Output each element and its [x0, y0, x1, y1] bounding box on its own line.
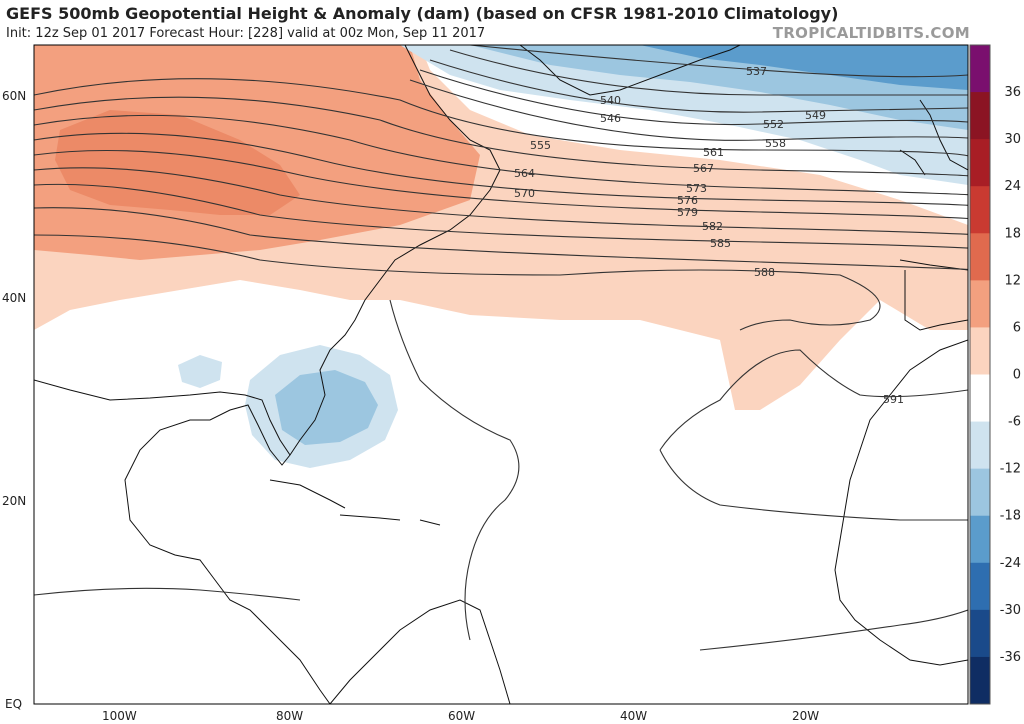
contour-label: 561 [703, 146, 724, 159]
lon-label: 60W [448, 709, 475, 723]
lat-label: 60N [2, 89, 26, 103]
lon-label: 100W [102, 709, 137, 723]
map-frame [33, 44, 969, 705]
lon-label: 20W [792, 709, 819, 723]
colorbar [969, 44, 991, 705]
contour-label: 549 [805, 109, 826, 122]
colorbar-swatch [970, 468, 990, 517]
contour-label: 588 [754, 266, 775, 279]
lat-label: 40N [2, 291, 26, 305]
colorbar-label: -36 [1000, 650, 1021, 665]
colorbar-frame [969, 44, 991, 705]
colorbar-label: 36 [1004, 85, 1021, 100]
contour-label: 591 [883, 393, 904, 406]
colorbar-swatch [970, 233, 990, 281]
latitude-labels: 60N 40N 20N EQ [2, 89, 26, 711]
colorbar-label: -30 [1000, 603, 1021, 618]
colorbar-label: -12 [1000, 462, 1021, 477]
colorbar-label: -18 [1000, 509, 1021, 524]
height-contours [34, 45, 968, 651]
contour-labels: 537 540 546 549 552 555 558 561 564 567 … [514, 65, 904, 406]
colorbar-swatch [970, 280, 990, 328]
contour-label: 540 [600, 94, 621, 107]
contour-label: 552 [763, 118, 784, 131]
brand-watermark: TROPICALTIDBITS.COM [772, 24, 970, 42]
colorbar-label: 18 [1004, 226, 1021, 241]
colorbar-swatch [970, 421, 990, 470]
colorbar-swatch [970, 562, 990, 611]
lat-label: 20N [2, 494, 26, 508]
colorbar-swatch [970, 92, 990, 140]
contour-label: 558 [765, 137, 786, 150]
anomaly-negative-small [178, 355, 222, 388]
colorbar-label: 6 [1013, 320, 1021, 335]
lat-label: EQ [5, 697, 22, 711]
colorbar-label: 0 [1013, 368, 1021, 383]
contour-label: 582 [702, 220, 723, 233]
colorbar-swatch [970, 45, 990, 93]
contour-label: 537 [746, 65, 767, 78]
colorbar-label: -24 [1000, 556, 1021, 571]
contour-label: 564 [514, 167, 535, 180]
contour-label: 585 [710, 237, 731, 250]
colorbar-swatch [970, 515, 990, 564]
contour-label: 576 [677, 194, 698, 207]
colorbar-labels: 36 30 24 18 12 6 0 -6 -12 -18 -24 -30 -36 [1000, 85, 1021, 665]
colorbar-label: -6 [1008, 415, 1021, 430]
lon-label: 80W [276, 709, 303, 723]
colorbar-swatch [970, 656, 990, 705]
colorbar-swatch [970, 327, 990, 375]
lon-label: 40W [620, 709, 647, 723]
colorbar-swatch [970, 139, 990, 187]
forecast-info: Init: 12z Sep 01 2017 Forecast Hour: [22… [6, 26, 486, 41]
colorbar-label: 30 [1004, 132, 1021, 147]
contour-label: 570 [514, 187, 535, 200]
contour-label: 555 [530, 139, 551, 152]
page-title: GEFS 500mb Geopotential Height & Anomaly… [6, 4, 839, 23]
colorbar-label: 12 [1004, 273, 1021, 288]
contour-label: 567 [693, 162, 714, 175]
colorbar-swatch [970, 609, 990, 658]
coastlines [34, 45, 968, 704]
colorbar-swatch [970, 186, 990, 234]
anomaly-negative-north-core [640, 45, 968, 90]
contour-label: 573 [686, 182, 707, 195]
anomaly-positive-18 [55, 110, 300, 215]
longitude-labels: 100W 80W 60W 40W 20W [102, 709, 819, 723]
colorbar-swatch [970, 374, 990, 423]
anomaly-negative-southeast-core [275, 370, 378, 445]
contour-label: 546 [600, 112, 621, 125]
contour-label: 579 [677, 206, 698, 219]
colorbar-label: 24 [1004, 179, 1021, 194]
